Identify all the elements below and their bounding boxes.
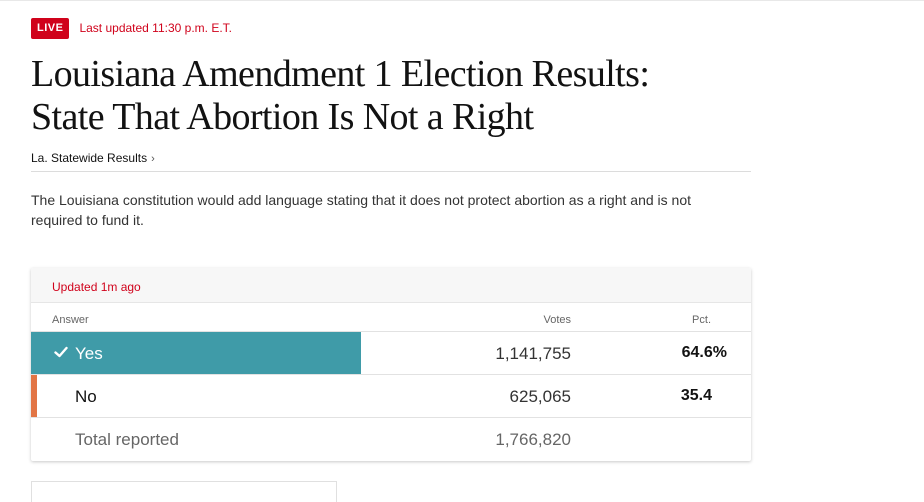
check-icon xyxy=(54,346,68,358)
last-updated-text: Last updated 11:30 p.m. E.T. xyxy=(79,21,232,35)
result-row-total: Total reported 1,766,820 xyxy=(31,418,751,460)
statewide-results-link[interactable]: La. Statewide Results › xyxy=(31,151,155,165)
chevron-right-icon: › xyxy=(151,153,155,165)
amendment-description: The Louisiana constitution would add lan… xyxy=(31,192,691,228)
page-title: Louisiana Amendment 1 Election Results: … xyxy=(31,53,751,139)
results-updated-text: Updated 1m ago xyxy=(52,280,141,294)
column-header-pct: Pct. xyxy=(692,314,711,326)
statewide-results-label: La. Statewide Results xyxy=(31,151,148,165)
column-header-answer: Answer xyxy=(52,314,89,326)
answer-label: Yes xyxy=(75,344,103,363)
next-module-card xyxy=(31,481,337,502)
answer-color-bar xyxy=(31,375,37,417)
column-header-votes: Votes xyxy=(543,314,571,326)
total-label: Total reported xyxy=(75,430,179,449)
vote-percent: 35.4 xyxy=(680,387,712,404)
results-table-header: Updated 1m ago xyxy=(31,268,751,303)
column-headers: Answer Votes Pct. xyxy=(31,303,751,332)
vote-count: 1,141,755 xyxy=(495,344,571,363)
page-title-line-2: State That Abortion Is Not a Right xyxy=(31,96,534,138)
result-row-yes: Yes 1,141,755 64.6% xyxy=(31,332,751,375)
results-table: Updated 1m ago Answer Votes Pct. Yes 1,1… xyxy=(31,268,751,461)
top-divider xyxy=(0,0,924,1)
winner-highlight-bar xyxy=(31,332,361,374)
vote-count: 625,065 xyxy=(509,387,571,406)
live-status: LIVE Last updated 11:30 p.m. E.T. xyxy=(31,17,232,39)
vote-percent: 64.6% xyxy=(681,344,727,361)
total-vote-count: 1,766,820 xyxy=(495,430,571,449)
page-title-line-1: Louisiana Amendment 1 Election Results: xyxy=(31,53,650,95)
result-row-no: No 625,065 35.4 xyxy=(31,375,751,418)
section-divider xyxy=(31,171,751,172)
live-badge: LIVE xyxy=(31,17,70,39)
answer-label: No xyxy=(75,387,97,406)
